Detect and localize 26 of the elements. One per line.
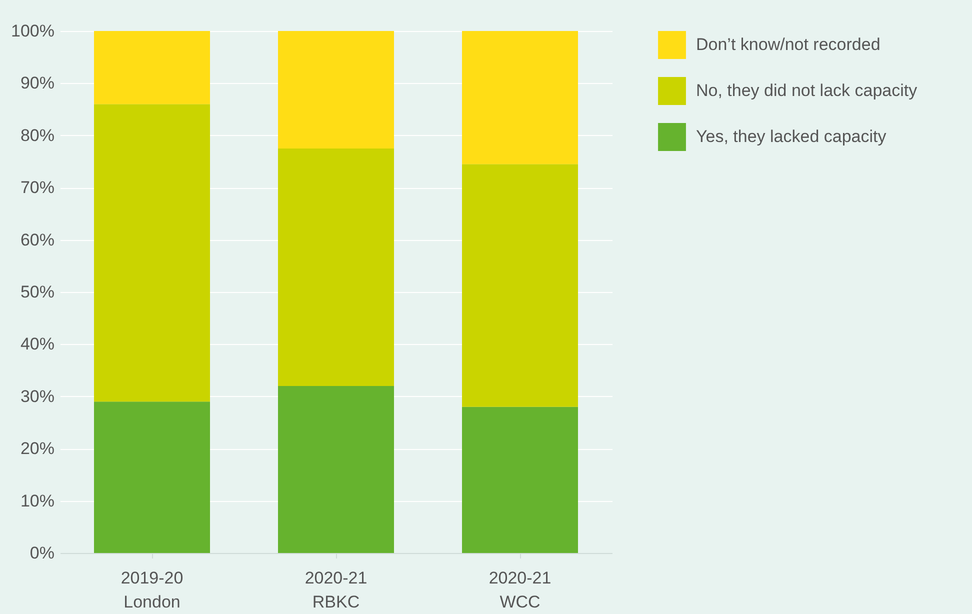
bar bbox=[462, 31, 578, 164]
legend-label: Don’t know/not recorded bbox=[696, 35, 880, 54]
y-tick-label: 90% bbox=[20, 74, 54, 93]
bar bbox=[278, 148, 394, 386]
y-tick-label: 20% bbox=[20, 439, 54, 458]
y-tick-label: 40% bbox=[20, 334, 54, 354]
bar bbox=[462, 164, 578, 407]
bar bbox=[94, 104, 210, 402]
x-tick-label: 2020-21 WCC bbox=[488, 568, 552, 612]
legend-label: No, they did not lack capacity bbox=[696, 81, 918, 100]
y-tick-label: 100% bbox=[11, 22, 54, 40]
bar bbox=[94, 402, 210, 553]
y-tick-label: 60% bbox=[20, 230, 54, 250]
y-tick-label: 70% bbox=[20, 178, 54, 198]
y-tick-label: 0% bbox=[30, 544, 54, 562]
y-tick-label: 50% bbox=[20, 282, 54, 302]
bar bbox=[94, 31, 210, 104]
bar bbox=[462, 406, 578, 553]
y-tick-label: 10% bbox=[20, 491, 54, 510]
legend-label: Yes, they lacked capacity bbox=[696, 127, 887, 146]
y-tick-label: 30% bbox=[20, 386, 54, 406]
y-tick-label: 80% bbox=[20, 126, 54, 145]
x-tick-label: 2019-20 London bbox=[120, 568, 184, 612]
bar bbox=[278, 31, 394, 148]
bar bbox=[278, 386, 394, 553]
x-tick-label: 2020-21 RBKC bbox=[304, 568, 368, 612]
